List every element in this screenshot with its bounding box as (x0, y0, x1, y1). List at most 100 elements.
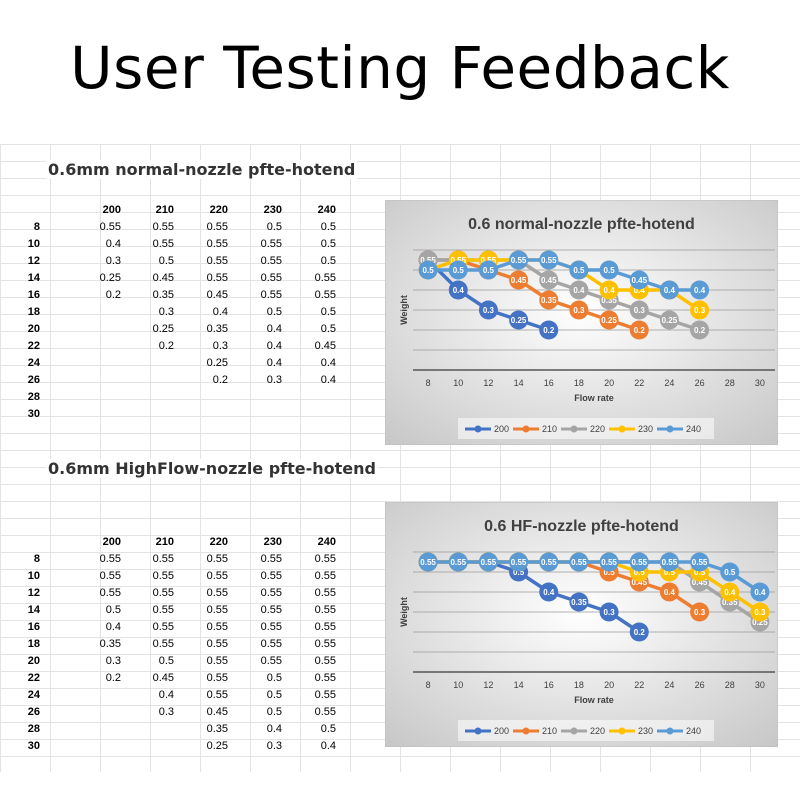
table-cell[interactable]: 0.55 (206, 621, 228, 633)
row-label[interactable]: 16 (27, 621, 40, 633)
table-cell[interactable]: 0.55 (206, 570, 228, 582)
table-cell[interactable]: 0.55 (260, 570, 282, 582)
table-cell[interactable]: 0.55 (314, 272, 336, 284)
table-cell[interactable]: 0.55 (152, 570, 174, 582)
table-cell[interactable] (292, 389, 336, 406)
table-cell[interactable]: 0.3 (105, 655, 121, 667)
column-header[interactable]: 220 (209, 204, 228, 216)
table-cell[interactable]: 0.4 (266, 357, 282, 369)
table-cell[interactable]: 0.55 (314, 672, 336, 684)
table-cell[interactable]: 0.55 (260, 621, 282, 633)
row-label[interactable]: 10 (27, 570, 40, 582)
table-cell[interactable]: 0.55 (99, 553, 121, 565)
table-cell[interactable]: 0.55 (206, 655, 228, 667)
row-label[interactable]: 30 (27, 740, 40, 752)
table-cell[interactable]: 0.4 (212, 306, 228, 318)
table-cell[interactable]: 0.55 (206, 238, 228, 250)
table-cell[interactable]: 0.35 (206, 723, 228, 735)
table-cell[interactable] (77, 738, 121, 755)
table-cell[interactable]: 0.3 (212, 340, 228, 352)
table-cell[interactable]: 0.55 (206, 689, 228, 701)
table-cell[interactable]: 0.55 (314, 604, 336, 616)
table-cell[interactable]: 0.5 (266, 306, 282, 318)
table-cell[interactable] (77, 355, 121, 372)
table-cell[interactable]: 0.55 (206, 672, 228, 684)
table-cell[interactable]: 0.55 (206, 587, 228, 599)
table-cell[interactable] (130, 355, 174, 372)
table-cell[interactable]: 0.55 (314, 706, 336, 718)
table-cell[interactable] (130, 389, 174, 406)
row-label[interactable]: 18 (27, 306, 40, 318)
table-cell[interactable]: 0.45 (152, 272, 174, 284)
column-header[interactable]: 200 (102, 536, 121, 548)
table-cell[interactable]: 0.55 (314, 638, 336, 650)
table-cell[interactable]: 0.45 (206, 289, 228, 301)
row-label[interactable]: 20 (27, 323, 40, 335)
table-cell[interactable] (130, 406, 174, 423)
table-cell[interactable]: 0.55 (260, 655, 282, 667)
row-label[interactable]: 26 (27, 706, 40, 718)
table-cell[interactable]: 0.5 (320, 323, 336, 335)
table-cell[interactable]: 0.55 (152, 604, 174, 616)
table-cell[interactable] (130, 721, 174, 738)
table-cell[interactable]: 0.55 (152, 587, 174, 599)
table-cell[interactable]: 0.4 (266, 323, 282, 335)
table-cell[interactable]: 0.25 (206, 740, 228, 752)
table-cell[interactable]: 0.55 (314, 689, 336, 701)
table-cell[interactable]: 0.35 (206, 323, 228, 335)
table-cell[interactable]: 0.55 (206, 553, 228, 565)
row-label[interactable]: 24 (27, 689, 40, 701)
table-cell[interactable]: 0.5 (320, 723, 336, 735)
table-cell[interactable]: 0.4 (266, 723, 282, 735)
row-label[interactable]: 22 (27, 340, 40, 352)
table-cell[interactable]: 0.5 (105, 604, 121, 616)
table-cell[interactable]: 0.55 (260, 255, 282, 267)
table-cell[interactable]: 0.55 (314, 570, 336, 582)
row-label[interactable]: 12 (27, 255, 40, 267)
table-cell[interactable] (77, 389, 121, 406)
table-cell[interactable]: 0.55 (99, 570, 121, 582)
column-header[interactable]: 230 (263, 536, 282, 548)
table-cell[interactable]: 0.55 (206, 638, 228, 650)
table-cell[interactable]: 0.55 (260, 272, 282, 284)
table-cell[interactable] (130, 372, 174, 389)
column-header[interactable]: 220 (209, 536, 228, 548)
table-cell[interactable]: 0.45 (152, 672, 174, 684)
column-header[interactable]: 210 (155, 204, 174, 216)
table-cell[interactable] (130, 738, 174, 755)
column-header[interactable]: 200 (102, 204, 121, 216)
row-label[interactable]: 26 (27, 374, 40, 386)
table-cell[interactable]: 0.4 (320, 357, 336, 369)
table-cell[interactable]: 0.5 (158, 255, 174, 267)
table-cell[interactable]: 0.45 (206, 706, 228, 718)
table-cell[interactable]: 0.35 (152, 289, 174, 301)
row-label[interactable]: 10 (27, 238, 40, 250)
table-cell[interactable]: 0.55 (152, 638, 174, 650)
table-cell[interactable] (77, 304, 121, 321)
table-cell[interactable]: 0.3 (266, 740, 282, 752)
table-cell[interactable]: 0.55 (314, 553, 336, 565)
table-cell[interactable]: 0.55 (260, 289, 282, 301)
table-cell[interactable]: 0.55 (314, 655, 336, 667)
table-cell[interactable]: 0.55 (260, 587, 282, 599)
column-header[interactable]: 230 (263, 204, 282, 216)
table-cell[interactable]: 0.55 (314, 289, 336, 301)
table-cell[interactable]: 0.2 (212, 374, 228, 386)
table-cell[interactable]: 0.25 (152, 323, 174, 335)
table-cell[interactable]: 0.5 (320, 306, 336, 318)
table-cell[interactable]: 0.2 (158, 340, 174, 352)
column-header[interactable]: 240 (317, 536, 336, 548)
table-cell[interactable]: 0.3 (105, 255, 121, 267)
table-cell[interactable]: 0.4 (158, 689, 174, 701)
table-cell[interactable]: 0.55 (152, 553, 174, 565)
table-cell[interactable]: 0.55 (260, 238, 282, 250)
row-label[interactable]: 8 (33, 553, 40, 565)
table-cell[interactable]: 0.55 (206, 272, 228, 284)
column-header[interactable]: 210 (155, 536, 174, 548)
table-cell[interactable]: 0.55 (260, 553, 282, 565)
row-label[interactable]: 18 (27, 638, 40, 650)
table-cell[interactable]: 0.5 (320, 238, 336, 250)
row-label[interactable]: 8 (33, 221, 40, 233)
table-cell[interactable]: 0.5 (266, 689, 282, 701)
table-cell[interactable]: 0.5 (320, 255, 336, 267)
